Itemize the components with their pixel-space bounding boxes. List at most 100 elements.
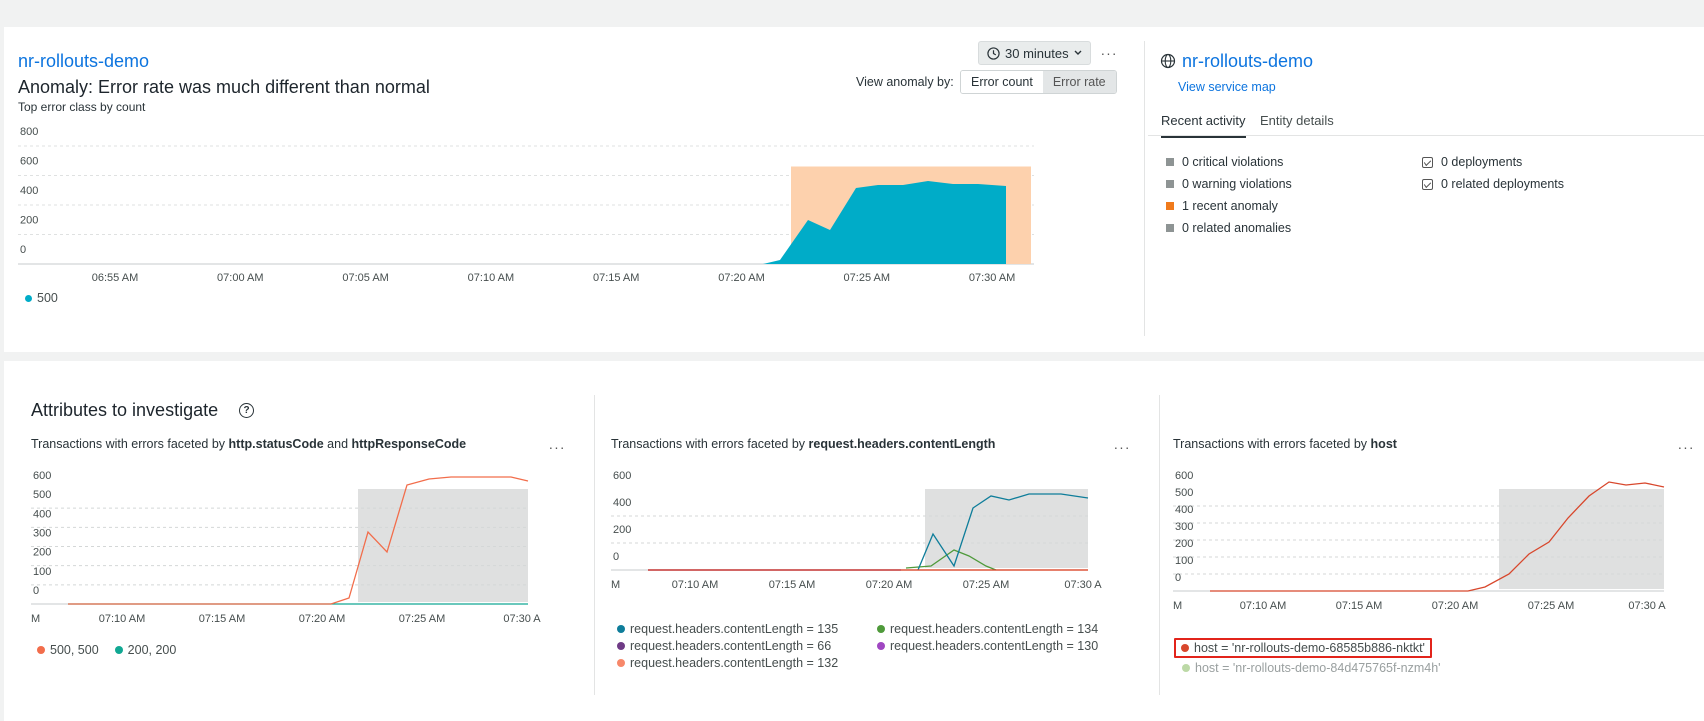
x-tick-label: 07:20 AM bbox=[299, 613, 345, 625]
x-tick-label: 07:30 AM bbox=[969, 272, 1015, 284]
series-line-host-nktkt bbox=[1210, 481, 1665, 592]
facet-title-content-length: Transactions with errors faceted by requ… bbox=[611, 437, 996, 451]
y-tick-label: 600 bbox=[613, 470, 631, 482]
attributes-title: Attributes to investigate bbox=[31, 400, 219, 420]
legend-item-host-hidden[interactable]: host = 'nr-rollouts-demo-84d475765f-nzm4… bbox=[1182, 661, 1441, 675]
y-tick-label: 300 bbox=[33, 528, 51, 540]
clock-icon bbox=[987, 46, 1000, 60]
tab-recent-activity[interactable]: Recent activity bbox=[1161, 113, 1246, 138]
facet-more-button[interactable]: ··· bbox=[1113, 439, 1131, 455]
entity-name-link[interactable]: nr-rollouts-demo bbox=[18, 51, 150, 71]
stat-critical-violations[interactable]: 0 critical violations bbox=[1166, 155, 1292, 169]
stat-warning-violations[interactable]: 0 warning violations bbox=[1166, 177, 1292, 191]
legend-item[interactable]: request.headers.contentLength = 135 bbox=[617, 622, 877, 636]
x-tick-label: 07:15 AM bbox=[1336, 600, 1382, 612]
stats-left-list: 0 critical violations 0 warning violatio… bbox=[1166, 155, 1292, 235]
y-tick-label: 500 bbox=[33, 489, 51, 501]
facet-chart-host: 600 500 400 300 200 100 0 M 07:10 AM 07:15 AM 07:2… bbox=[1173, 470, 1666, 612]
anomaly-view-toggle: Error count Error rate bbox=[960, 70, 1117, 94]
legend-dot bbox=[617, 659, 625, 667]
stat-label: 0 warning violations bbox=[1182, 177, 1292, 191]
y-tick-label: 100 bbox=[33, 566, 51, 578]
stat-related-deployments[interactable]: 0 related deployments bbox=[1422, 177, 1564, 191]
error-rate-toggle[interactable]: Error rate bbox=[1042, 71, 1116, 93]
y-tick-label: 400 bbox=[33, 508, 51, 520]
legend-dot bbox=[114, 646, 123, 654]
stat-recent-anomaly[interactable]: 1 recent anomaly bbox=[1166, 199, 1292, 213]
more-options-button[interactable]: ··· bbox=[1100, 45, 1118, 61]
x-tick-label: M bbox=[1173, 600, 1182, 612]
error-count-toggle[interactable]: Error count bbox=[961, 71, 1043, 93]
main-chart-legend-item[interactable]: 500 bbox=[25, 291, 58, 305]
legend-dot-disabled bbox=[1182, 664, 1190, 672]
legend-item[interactable]: 200, 200 bbox=[114, 643, 176, 657]
y-tick-label: 200 bbox=[613, 524, 631, 536]
stat-label: 1 recent anomaly bbox=[1182, 199, 1278, 213]
legend-item[interactable]: request.headers.contentLength = 134 bbox=[877, 622, 1137, 636]
stat-deployments[interactable]: 0 deployments bbox=[1422, 155, 1564, 169]
y-tick-label: 300 bbox=[1175, 521, 1193, 533]
x-tick-label: 07:10 AM bbox=[99, 613, 145, 625]
x-tick-label: 07:30 A bbox=[1064, 579, 1102, 591]
side-entity-name-link[interactable]: nr-rollouts-demo bbox=[1182, 51, 1314, 71]
chart-subtitle: Top error class by count bbox=[18, 100, 146, 114]
facet-title-host: Transactions with errors faceted by host bbox=[1173, 437, 1397, 451]
x-tick-label: 07:25 AM bbox=[399, 613, 445, 625]
x-tick-label: 07:15 AM bbox=[769, 579, 815, 591]
legend-item-host-selected[interactable]: host = 'nr-rollouts-demo-68585b886-nktkt… bbox=[1174, 638, 1432, 658]
stats-right-list: 0 deployments 0 related deployments bbox=[1422, 155, 1564, 191]
time-picker-label: 30 minutes bbox=[1005, 45, 1069, 61]
status-square-icon bbox=[1166, 202, 1174, 210]
stat-related-anomalies[interactable]: 0 related anomalies bbox=[1166, 221, 1292, 235]
x-tick-label: M bbox=[31, 613, 40, 625]
deployment-icon bbox=[1422, 178, 1433, 190]
series-line-500 bbox=[68, 476, 529, 605]
x-tick-label: 07:25 AM bbox=[1528, 600, 1574, 612]
series-line-134 bbox=[905, 549, 997, 571]
x-tick-label: M bbox=[611, 579, 620, 591]
y-tick-label: 0 bbox=[33, 585, 39, 597]
legend-dot bbox=[37, 646, 45, 654]
y-tick-label: 0 bbox=[1175, 572, 1181, 584]
legend-dot bbox=[617, 625, 625, 633]
legend-dot bbox=[877, 625, 885, 633]
facet-chart-content-length: 600 400 200 0 M 07:10 AM 07:15 AM 07:20 AM 07:25… bbox=[611, 470, 1102, 591]
legend-dot bbox=[25, 294, 32, 302]
status-square-icon bbox=[1166, 224, 1174, 232]
globe-icon bbox=[1160, 53, 1176, 69]
y-tick-label: 100 bbox=[1175, 555, 1193, 567]
x-tick-label: 07:10 AM bbox=[468, 272, 514, 284]
legend-label: 500 bbox=[37, 291, 58, 305]
legend-item[interactable]: 500, 500 bbox=[37, 643, 99, 657]
x-tick-label: 07:25 AM bbox=[844, 272, 890, 284]
selection-band bbox=[925, 489, 1088, 568]
legend-item[interactable]: request.headers.contentLength = 132 bbox=[617, 656, 877, 670]
y-tick-label: 600 bbox=[1175, 470, 1193, 482]
x-tick-label: 07:15 AM bbox=[199, 613, 245, 625]
y-tick-label: 600 bbox=[33, 470, 51, 482]
x-tick-label: 07:05 AM bbox=[342, 272, 388, 284]
help-icon[interactable]: ? bbox=[239, 403, 254, 418]
facet-title-status-code: Transactions with errors faceted by http… bbox=[31, 437, 467, 451]
tab-entity-details[interactable]: Entity details bbox=[1260, 113, 1334, 128]
facet-more-button[interactable]: ··· bbox=[1677, 439, 1695, 455]
x-tick-label: 07:30 A bbox=[503, 613, 541, 625]
x-tick-label: 07:20 AM bbox=[1432, 600, 1478, 612]
stat-label: 0 deployments bbox=[1441, 155, 1523, 169]
view-service-map-link[interactable]: View service map bbox=[1178, 80, 1276, 94]
legend-dot bbox=[1181, 644, 1189, 652]
series-area-500 bbox=[18, 181, 1006, 264]
error-count-chart: 800 600 400 200 0 06:55 AM 07:00 AM 07:05 AM 07:… bbox=[18, 127, 1034, 284]
facet-legend-status-code: 500, 500 200, 200 bbox=[37, 643, 176, 657]
x-tick-label: 07:15 AM bbox=[593, 272, 639, 284]
x-tick-label: 07:30 A bbox=[1628, 600, 1666, 612]
y-tick-label: 500 bbox=[1175, 487, 1193, 499]
x-tick-label: 07:10 AM bbox=[1240, 600, 1286, 612]
legend-item[interactable]: request.headers.contentLength = 66 bbox=[617, 639, 877, 653]
status-square-icon bbox=[1166, 158, 1174, 166]
facet-more-button[interactable]: ··· bbox=[548, 439, 566, 455]
deployment-icon bbox=[1422, 156, 1433, 168]
time-picker-button[interactable]: 30 minutes bbox=[978, 41, 1091, 65]
legend-item[interactable]: request.headers.contentLength = 130 bbox=[877, 639, 1137, 653]
y-tick-label: 0 bbox=[20, 244, 26, 256]
